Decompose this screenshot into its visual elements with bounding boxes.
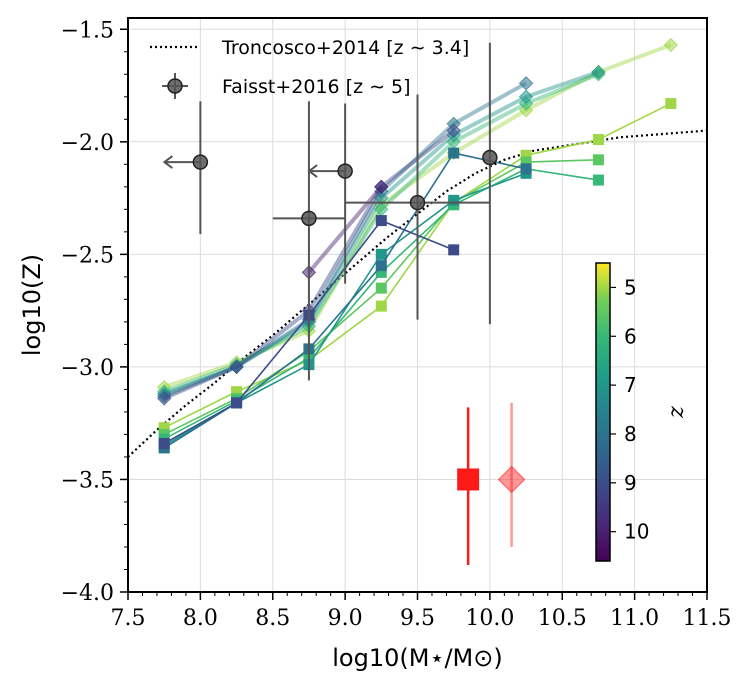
y-tick-label: −4.0	[61, 581, 114, 606]
y-tick-label: −3.5	[61, 468, 114, 493]
colorbar-gradient	[595, 262, 611, 562]
square-point	[375, 248, 387, 260]
x-axis-label: log10(M⋆/M⊙)	[332, 644, 502, 672]
square-point	[520, 149, 532, 161]
square-point	[231, 397, 243, 409]
faisst-points	[162, 42, 498, 381]
red-square	[457, 468, 480, 491]
x-tick-label: 9.0	[328, 606, 363, 631]
legend-label: Faisst+2016 [z ∼ 5]	[222, 76, 411, 98]
y-axis-label: log10(Z)	[18, 254, 46, 356]
legend: Troncosco+2014 [z ∼ 3.4] Faisst+2016 [z ∼…	[150, 37, 469, 99]
x-tick-label: 9.5	[400, 606, 435, 631]
x-tick-label: 10.5	[538, 606, 587, 631]
colorbar: 5 6 7 8 9 10 z	[595, 262, 689, 562]
square-point	[448, 147, 460, 159]
diamond-point	[591, 64, 606, 80]
diamond-point	[663, 37, 679, 53]
x-tick-label: 8.0	[183, 606, 218, 631]
square-point	[375, 215, 387, 227]
diamond-series-line	[163, 70, 600, 396]
square-point	[520, 163, 532, 175]
faisst-point	[192, 154, 209, 170]
square-point	[592, 174, 604, 186]
square-point	[375, 260, 387, 272]
diamond-point	[156, 391, 172, 406]
red-points	[457, 402, 526, 565]
square-point	[158, 422, 170, 434]
diamond-series-line	[163, 72, 600, 394]
square-point	[448, 194, 460, 206]
colorbar-tick-label: 9	[624, 471, 637, 495]
square-point	[592, 134, 604, 146]
x-tick-label: 10.0	[465, 606, 514, 631]
faisst-point	[482, 149, 498, 166]
tick-marks: 7.5 8.0 8.5 9.0 9.5 10.0 10.5 11.0 11.5 −4.0 −3.5 −…	[18, 18, 731, 672]
y-tick-label: −3.0	[61, 356, 114, 381]
square-point	[375, 300, 387, 312]
y-tick-label: −1.5	[61, 18, 114, 43]
legend-circle-swatch	[167, 78, 183, 94]
square-point	[520, 156, 532, 168]
diamond-point	[446, 123, 461, 138]
colorbar-tick-label: 7	[624, 373, 637, 397]
colorbar-tick-label: 6	[624, 324, 637, 348]
x-tick-label: 11.5	[683, 606, 732, 631]
diamond-point	[374, 179, 389, 195]
square-point	[158, 437, 170, 449]
square-point	[665, 98, 677, 110]
diamond-point	[518, 76, 534, 91]
colorbar-tick-label: 5	[624, 275, 637, 299]
faisst-point	[409, 194, 426, 211]
faisst-arrowhead	[162, 155, 173, 169]
faisst-arrowhead	[307, 164, 318, 178]
legend-label: Troncosco+2014 [z ∼ 3.4]	[221, 37, 469, 59]
square-point	[592, 154, 604, 166]
square-point	[375, 266, 387, 278]
colorbar-tick-label: 8	[624, 422, 637, 446]
colorbar-tick-label: 10	[624, 520, 649, 544]
faisst-point	[301, 210, 317, 227]
diamond-point	[518, 89, 534, 104]
x-tick-label: 7.5	[111, 606, 146, 631]
y-tick-label: −2.5	[61, 243, 114, 268]
square-point	[375, 282, 387, 294]
square-point	[448, 244, 460, 256]
y-tick-label: −2.0	[61, 131, 114, 156]
diamond-point	[229, 359, 244, 375]
faisst-point	[337, 163, 353, 179]
square-point	[231, 386, 243, 398]
x-tick-label: 11.0	[610, 606, 659, 631]
red-diamond	[497, 465, 526, 494]
x-tick-label: 8.5	[255, 606, 290, 631]
colorbar-title: z	[664, 406, 689, 419]
